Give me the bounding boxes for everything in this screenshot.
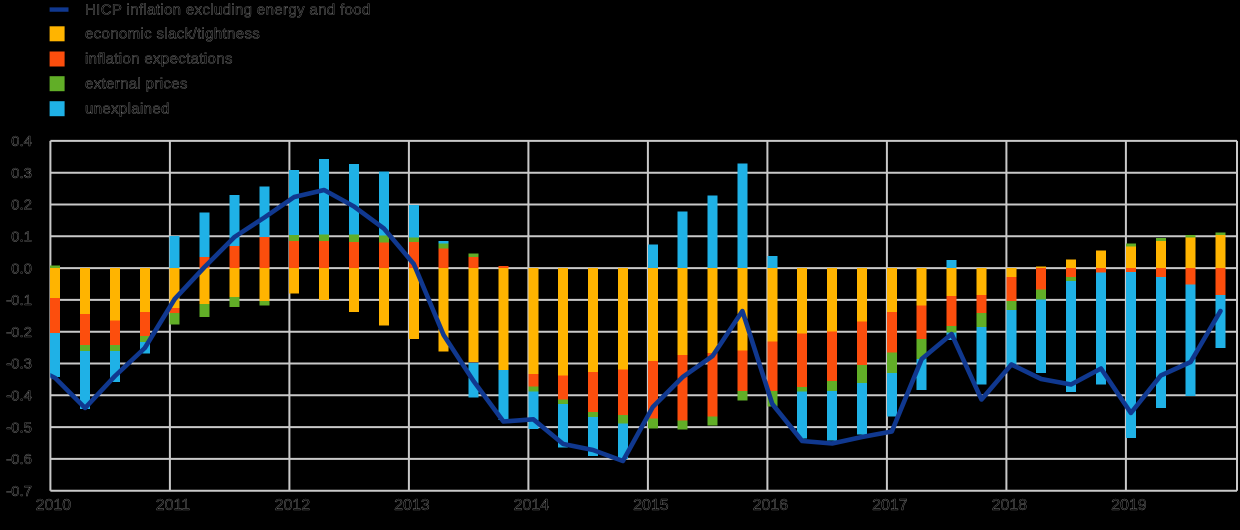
svg-text:2013: 2013 [394, 497, 430, 514]
svg-text:unexplained: unexplained [85, 101, 170, 118]
svg-text:-0.2: -0.2 [6, 324, 32, 341]
svg-text:0.4: 0.4 [11, 133, 32, 150]
svg-text:-0.7: -0.7 [6, 483, 32, 500]
svg-text:2010: 2010 [36, 497, 72, 514]
svg-text:2018: 2018 [992, 497, 1028, 514]
svg-text:inflation expectations: inflation expectations [85, 51, 233, 68]
svg-text:HICP inflation excluding energ: HICP inflation excluding energy and food [85, 2, 371, 19]
svg-text:-0.6: -0.6 [6, 451, 32, 468]
svg-text:economic slack/tightness: economic slack/tightness [85, 26, 260, 43]
svg-text:0.1: 0.1 [11, 229, 32, 246]
svg-text:2014: 2014 [514, 497, 550, 514]
svg-text:2017: 2017 [872, 497, 908, 514]
svg-text:0.0: 0.0 [11, 260, 32, 277]
svg-text:2011: 2011 [156, 497, 191, 514]
svg-text:-0.5: -0.5 [6, 419, 32, 436]
svg-text:0.3: 0.3 [11, 165, 32, 182]
svg-text:-0.1: -0.1 [6, 292, 32, 309]
svg-text:2012: 2012 [275, 497, 311, 514]
svg-text:external prices: external prices [85, 76, 188, 93]
svg-text:2015: 2015 [633, 497, 669, 514]
svg-text:2016: 2016 [753, 497, 789, 514]
svg-text:2019: 2019 [1111, 497, 1147, 514]
svg-text:-0.4: -0.4 [6, 388, 32, 405]
svg-text:0.2: 0.2 [11, 197, 32, 214]
svg-text:-0.3: -0.3 [6, 356, 32, 373]
